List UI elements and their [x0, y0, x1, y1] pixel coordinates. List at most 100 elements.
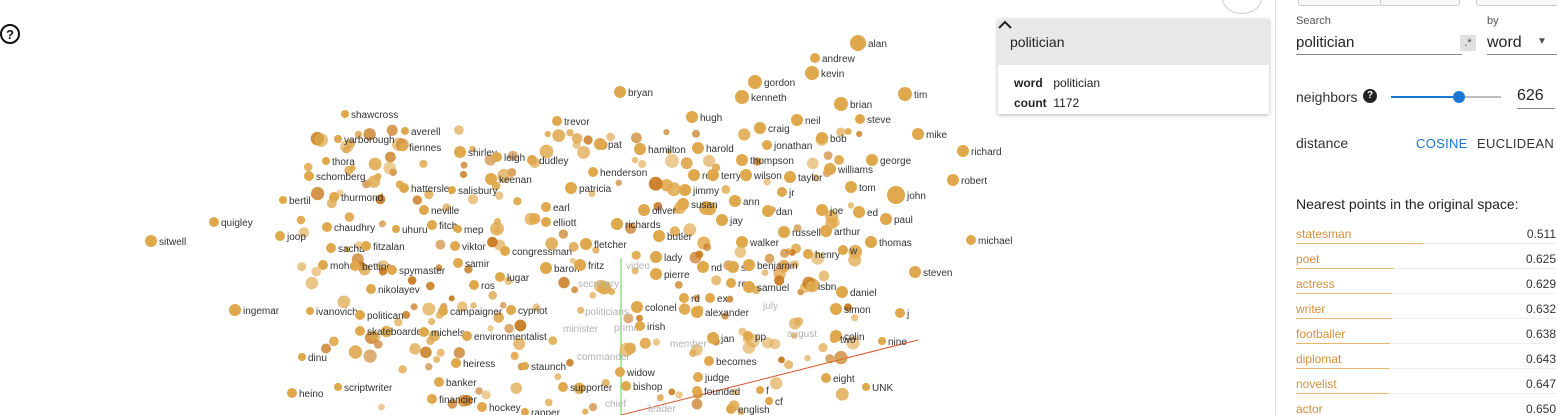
- data-point[interactable]: [303, 162, 313, 172]
- data-point[interactable]: [419, 159, 428, 168]
- data-point[interactable]: [438, 306, 448, 316]
- data-point[interactable]: [568, 241, 579, 252]
- data-point[interactable]: [810, 53, 820, 63]
- data-point[interactable]: [573, 382, 585, 394]
- data-point[interactable]: [697, 261, 709, 273]
- data-point[interactable]: [650, 268, 662, 280]
- data-point[interactable]: [287, 388, 297, 398]
- data-point[interactable]: [957, 145, 969, 157]
- data-point[interactable]: [754, 122, 766, 134]
- data-point[interactable]: [541, 217, 551, 227]
- data-point[interactable]: [638, 160, 647, 168]
- data-point[interactable]: [504, 276, 513, 285]
- data-point[interactable]: [740, 169, 752, 181]
- data-point[interactable]: [721, 312, 729, 320]
- data-point[interactable]: [378, 403, 385, 411]
- data-point[interactable]: [624, 342, 636, 355]
- cosine-button[interactable]: COSINE: [1416, 136, 1468, 151]
- data-point[interactable]: [707, 169, 719, 181]
- data-point[interactable]: [329, 192, 339, 202]
- data-point[interactable]: [420, 346, 432, 359]
- data-point[interactable]: [765, 397, 773, 405]
- data-point[interactable]: [322, 157, 330, 165]
- data-point[interactable]: [588, 190, 596, 198]
- data-point[interactable]: [453, 258, 463, 268]
- data-point[interactable]: [614, 86, 626, 98]
- data-point[interactable]: [565, 182, 577, 194]
- data-point[interactable]: [856, 130, 863, 138]
- data-point[interactable]: [428, 330, 440, 342]
- data-point[interactable]: [845, 181, 857, 193]
- data-point[interactable]: [853, 206, 865, 218]
- data-point[interactable]: [634, 143, 646, 155]
- data-point[interactable]: [401, 127, 409, 135]
- data-point[interactable]: [447, 399, 458, 409]
- data-point[interactable]: [805, 66, 819, 80]
- data-point[interactable]: [631, 267, 639, 275]
- data-point[interactable]: [448, 295, 455, 302]
- data-point[interactable]: [631, 132, 642, 144]
- data-point[interactable]: [422, 302, 436, 316]
- data-point[interactable]: [368, 157, 382, 171]
- data-point[interactable]: [912, 128, 924, 140]
- euclidean-button[interactable]: EUCLIDEAN: [1477, 136, 1555, 151]
- data-point[interactable]: [711, 275, 722, 286]
- data-point[interactable]: [500, 246, 510, 256]
- data-point[interactable]: [688, 169, 700, 181]
- data-point[interactable]: [497, 168, 512, 183]
- data-point[interactable]: [322, 222, 332, 232]
- data-point[interactable]: [653, 202, 663, 211]
- data-point[interactable]: [334, 383, 342, 391]
- data-point[interactable]: [306, 307, 314, 315]
- data-point[interactable]: [589, 291, 597, 299]
- data-point[interactable]: [823, 151, 833, 160]
- top-button-2[interactable]: [1380, 0, 1460, 6]
- data-point[interactable]: [296, 215, 306, 225]
- data-point[interactable]: [334, 135, 342, 143]
- data-point[interactable]: [527, 155, 537, 165]
- regex-toggle-button[interactable]: .*: [1460, 35, 1476, 51]
- nearest-point-row[interactable]: novelist 0.647: [1296, 376, 1556, 401]
- data-point[interactable]: [398, 365, 407, 374]
- data-point[interactable]: [737, 409, 745, 415]
- data-point[interactable]: [625, 222, 637, 234]
- data-point[interactable]: [691, 306, 703, 318]
- data-point[interactable]: [355, 326, 365, 336]
- data-point[interactable]: [748, 75, 762, 89]
- data-point[interactable]: [844, 128, 852, 135]
- data-point[interactable]: [667, 182, 681, 197]
- data-point[interactable]: [493, 312, 505, 323]
- data-point[interactable]: [548, 336, 558, 345]
- data-point[interactable]: [830, 335, 838, 343]
- data-point[interactable]: [541, 202, 551, 212]
- data-point[interactable]: [506, 305, 516, 315]
- data-point[interactable]: [340, 140, 354, 154]
- data-point[interactable]: [650, 251, 662, 263]
- data-point[interactable]: [734, 246, 747, 258]
- nearest-point-row[interactable]: actor 0.650: [1296, 401, 1556, 415]
- data-point[interactable]: [451, 358, 461, 368]
- data-point[interactable]: [791, 260, 799, 269]
- data-point[interactable]: [663, 129, 670, 136]
- data-point[interactable]: [898, 87, 912, 101]
- data-point[interactable]: [679, 293, 689, 303]
- data-point[interactable]: [726, 295, 734, 303]
- by-select[interactable]: word: [1487, 34, 1522, 51]
- data-point[interactable]: [427, 394, 437, 404]
- data-point[interactable]: [453, 347, 465, 359]
- data-point[interactable]: [692, 142, 704, 154]
- data-point[interactable]: [521, 408, 529, 415]
- data-point[interactable]: [743, 259, 755, 271]
- data-point[interactable]: [510, 352, 519, 361]
- data-point[interactable]: [811, 174, 820, 182]
- data-point[interactable]: [816, 204, 828, 216]
- data-point[interactable]: [615, 367, 625, 377]
- data-point[interactable]: [761, 269, 769, 277]
- neighbors-input[interactable]: 626: [1517, 87, 1544, 104]
- data-point[interactable]: [554, 373, 562, 381]
- data-point[interactable]: [349, 165, 356, 172]
- nearest-point-row[interactable]: writer 0.632: [1296, 301, 1556, 326]
- data-point[interactable]: [594, 138, 606, 150]
- data-point[interactable]: [409, 343, 421, 355]
- data-point[interactable]: [499, 301, 507, 309]
